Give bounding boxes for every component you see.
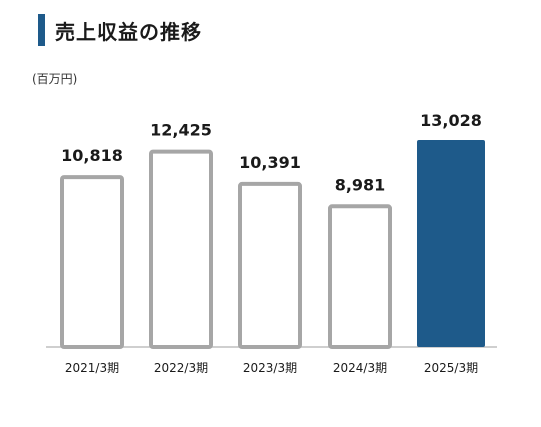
value-label-2025/3期: 13,028 (420, 111, 482, 130)
value-label-2022/3期: 12,425 (150, 121, 212, 140)
unit-label: (百万円) (32, 72, 78, 86)
category-label-2021/3期: 2021/3期 (65, 361, 119, 375)
value-label-2024/3期: 8,981 (335, 175, 386, 194)
bar-2023/3期 (238, 181, 302, 349)
chart-title-block: 売上収益の推移 (38, 14, 202, 46)
bar-2025/3期 (417, 140, 485, 347)
bar-2021/3期 (60, 175, 124, 349)
category-label-2023/3期: 2023/3期 (243, 361, 297, 375)
bar-2022/3期 (149, 149, 213, 349)
category-label-2022/3期: 2022/3期 (154, 361, 208, 375)
chart-title: 売上収益の推移 (55, 19, 202, 44)
category-label-2025/3期: 2025/3期 (424, 361, 478, 375)
title-accent-bar (38, 14, 45, 46)
bar-2024/3期 (328, 204, 392, 349)
value-label-2021/3期: 10,818 (61, 146, 123, 165)
category-label-2024/3期: 2024/3期 (333, 361, 387, 375)
value-label-2023/3期: 10,391 (239, 153, 301, 172)
